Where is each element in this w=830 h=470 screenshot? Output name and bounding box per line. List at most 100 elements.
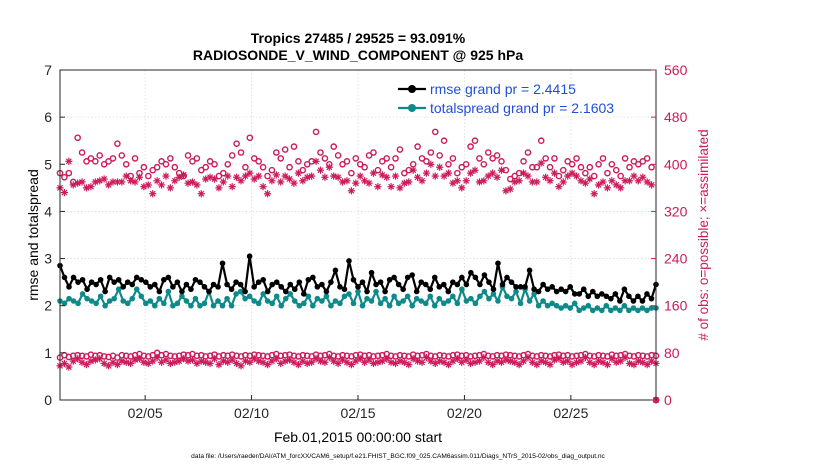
obs-possible-marker [277,155,285,162]
x-axis-label: Feb.01,2015 00:00:00 start [274,429,442,445]
obs-assimilated-marker [65,157,73,165]
obs-low-assimilated-marker [493,357,501,365]
obs-possible-marker [352,155,360,162]
rmse-point [346,258,352,264]
obs-low-possible-marker [361,352,368,360]
obs-low-possible-marker [511,352,519,360]
obs-low-possible-marker [440,352,448,360]
rmse-point [314,284,321,290]
totalspread-point [228,302,235,309]
totalspread-point [179,293,185,300]
obs-low-assimilated-marker [365,356,373,364]
totalspread-point [445,298,452,304]
y-right-tick-label: 400 [664,156,688,172]
rmse-point [440,281,447,288]
obs-possible-marker [370,149,377,156]
y-axis-label: rmse and totalspread [25,169,41,301]
rmse-point [648,295,655,302]
obs-assimilated-marker [519,169,528,177]
totalspread-point [571,300,578,307]
obs-assimilated-marker [581,179,589,187]
totalspread-point [576,307,583,314]
obs-possible-marker [290,143,298,150]
obs-assimilated-marker [590,190,598,198]
totalspread-point [395,300,402,307]
obs-low-assimilated-marker [250,355,258,363]
obs-low-assimilated-marker [312,355,320,363]
totalspread-point [111,295,117,302]
obs-low-assimilated-marker [405,361,413,369]
totalspread-point [413,295,420,302]
obs-possible-marker [83,158,90,165]
totalspread-point [567,305,574,311]
rmse-point [124,279,131,285]
y-right-tick-label: 560 [664,62,688,78]
obs-assimilated-marker [250,175,258,183]
rmse-point [364,288,370,295]
obs-low-assimilated-marker [347,361,355,369]
obs-possible-marker [639,158,647,165]
rmse-point [567,284,574,290]
obs-assimilated-marker [180,171,188,179]
obs-possible-marker [65,169,73,177]
axes-layer: 0 1 2 3 4 5 6 7 02/05 02/10 02/15 02/20 02/25 0 80 160 2… [44,62,687,421]
obs-assimilated-marker [321,173,329,181]
totalspread-point [269,300,276,307]
obs-low-assimilated-marker [263,361,272,369]
y-tick-label: 5 [44,156,52,172]
obs-low-assimilated-marker [577,357,585,365]
rmse-point [183,281,190,288]
obs-assimilated-marker [595,181,603,189]
totalspread-point [508,295,515,302]
obs-possible-marker [215,172,223,180]
totalspread-point [422,300,429,307]
obs-assimilated-marker [113,178,121,186]
rmse-point [106,274,113,281]
totalspread-point [468,295,474,302]
obs-assimilated-marker [550,169,559,177]
obs-possible-marker [643,155,651,162]
obs-possible-marker [211,160,218,168]
obs-assimilated-marker [396,184,404,192]
totalspread-point [558,305,564,311]
obs-possible-marker [233,140,240,147]
obs-assimilated-marker [135,173,144,181]
rmse-point [540,281,546,288]
obs-possible-marker [96,152,104,159]
totalspread-point [133,286,140,293]
rmse-point [508,279,515,285]
obs-assimilated-marker [440,172,448,180]
obs-possible-marker [559,166,567,174]
obs-low-assimilated-marker [440,358,448,366]
rmse-point [102,288,108,295]
totalspread-point [61,300,68,307]
y-right-tick-label: 480 [664,109,688,125]
obs-low-assimilated-marker [546,361,554,369]
obs-assimilated-marker [599,178,607,186]
obs-possible-marker [555,172,563,180]
obs-possible-marker [401,169,408,177]
y-tick-label: 6 [44,109,52,125]
obs-possible-marker [445,160,452,168]
totalspread-point [386,302,393,309]
obs-assimilated-marker [444,169,453,177]
y-right-tick-label: 240 [664,251,688,267]
totalspread-point [301,300,307,307]
totalspread-point [174,300,181,307]
x-tick-label: 02/25 [553,405,588,421]
totalspread-point [142,300,149,307]
obs-assimilated-marker [383,173,391,181]
totalspread-point [319,298,325,304]
obs-assimilated-marker [149,190,157,198]
obs-assimilated-marker [630,172,638,180]
obs-possible-marker [608,160,616,168]
rmse-point [571,291,578,297]
totalspread-point [88,298,95,304]
obs-assimilated-marker [608,177,616,185]
obs-assimilated-marker [365,179,373,187]
obs-possible-marker [118,152,126,159]
obs-possible-marker [440,137,448,145]
totalspread-point [644,307,650,314]
obs-possible-marker [564,158,572,165]
obs-low-assimilated-marker [480,353,488,362]
